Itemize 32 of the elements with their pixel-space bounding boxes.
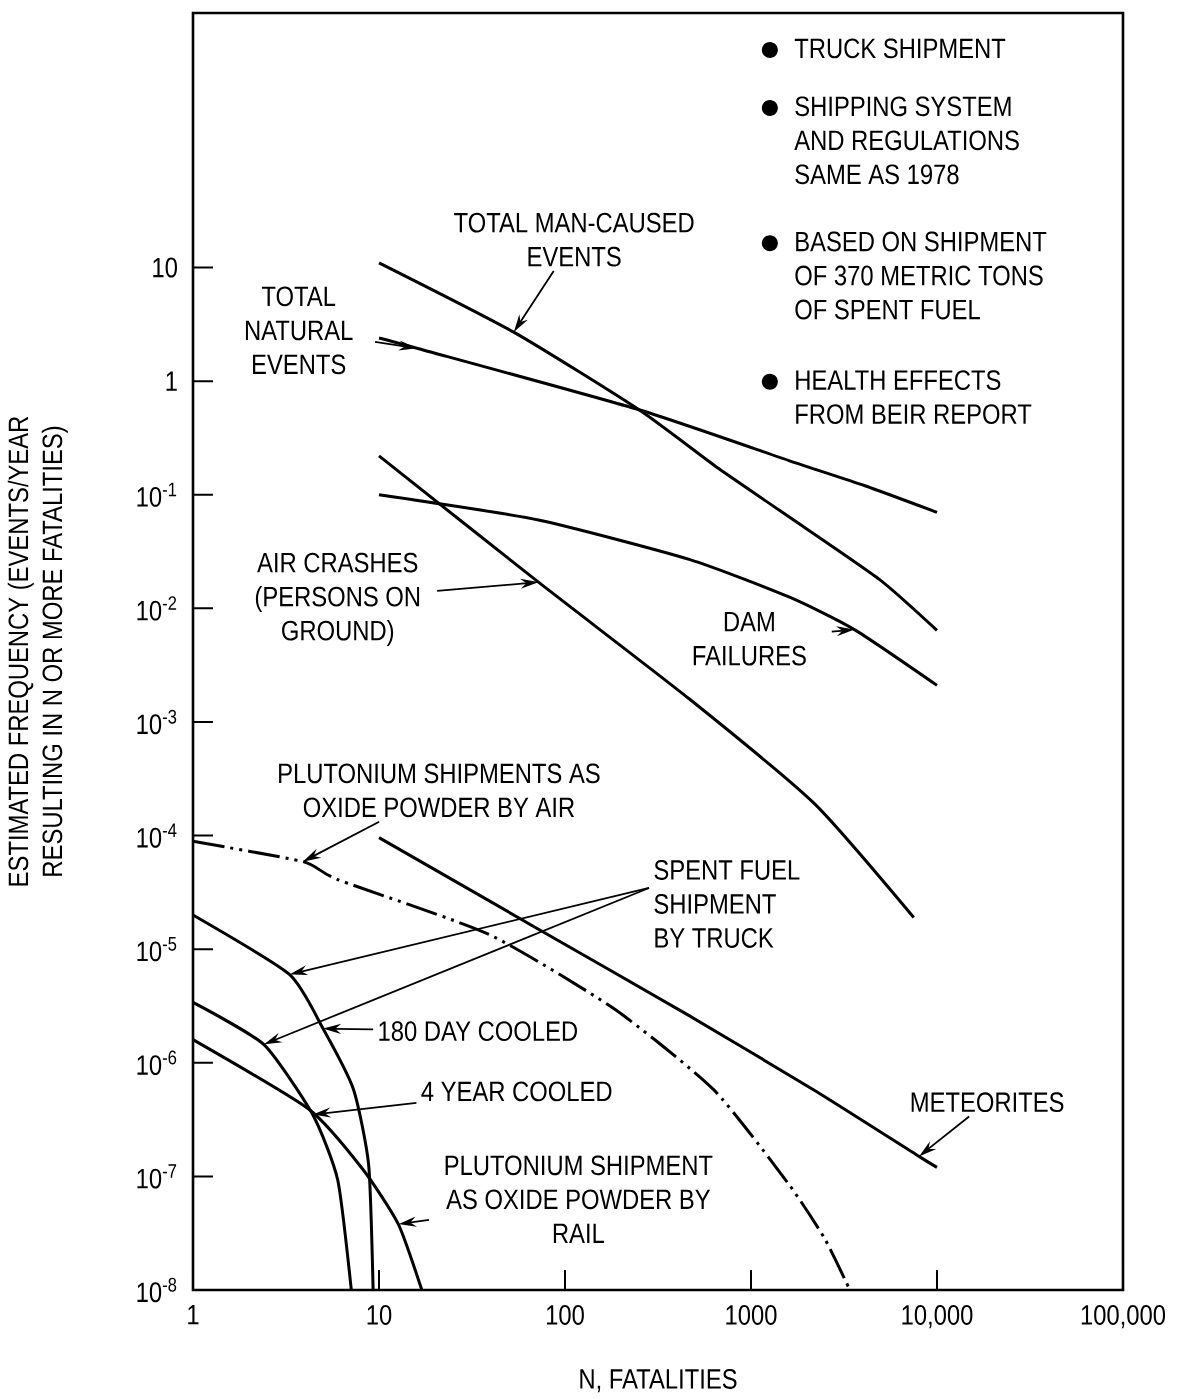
annotation: SHIPPING SYSTEM AND REGULATIONS SAME AS 1978 xyxy=(794,96,1019,185)
y-tick-label: 10$^{-2}$ xyxy=(137,596,177,621)
annotation: 4 YEAR COOLED xyxy=(421,1081,612,1102)
annotation: PLUTONIUM SHIPMENT AS OXIDE POWDER BY RAIL xyxy=(445,1155,713,1243)
annotation: AIR CRASHES (PERSONS ON GROUND) xyxy=(255,552,420,647)
y-tick-label: 10$^{-6}$ xyxy=(137,1050,177,1076)
x-tick-label: 10,000 xyxy=(902,1305,973,1329)
y-tick-label: 10$^{-5}$ xyxy=(137,937,177,962)
annotation: PLUTONIUM SHIPMENTS AS OXIDE POWDER BY AIR xyxy=(279,763,600,818)
x-tick-label: 100,000 xyxy=(1081,1305,1166,1329)
x-tick-label: 100 xyxy=(546,1305,584,1325)
annotation: 180 DAY COOLED xyxy=(379,1021,577,1042)
x-tick-label: 10 xyxy=(367,1305,392,1325)
annotation: METEORITES xyxy=(911,1092,1064,1113)
annotation: DAM FAILURES xyxy=(693,612,806,666)
annotation: TRUCK SHIPMENT xyxy=(794,38,1006,59)
y-tick-label: 10$^{-7}$ xyxy=(137,1164,177,1189)
annotation: TOTAL MAN-CAUSED EVENTS xyxy=(454,212,694,267)
y-tick-label: 1 xyxy=(166,371,177,391)
y-tick-label: 10$^{-4}$ xyxy=(137,823,177,848)
annotation: TOTAL NATURAL EVENTS xyxy=(245,286,353,375)
y-tick-label: 10$^{-8}$ xyxy=(137,1277,177,1303)
y-tick-label: 10$^{-3}$ xyxy=(137,709,177,735)
y-tick-label: 10$^{-1}$ xyxy=(137,482,177,507)
x-tick-label: 1 xyxy=(188,1305,199,1325)
x-tick-label: 1000 xyxy=(726,1305,777,1325)
y-axis-title: ESTIMATED FREQUENCY (EVENTS/YEAR RESULTING IN N OR MORE FATALITIES) xyxy=(7,416,68,886)
x-axis-title: N, FATALITIES xyxy=(580,1369,737,1393)
annotation: HEALTH EFFECTS FROM BEIR REPORT xyxy=(796,370,1032,425)
annotation: SPENT FUEL SHIPMENT BY TRUCK xyxy=(654,860,800,948)
y-tick-label: 10 xyxy=(153,257,177,278)
annotation: BASED ON SHIPMENT OF 370 METRIC TONS OF SPENT FUEL xyxy=(795,231,1047,320)
